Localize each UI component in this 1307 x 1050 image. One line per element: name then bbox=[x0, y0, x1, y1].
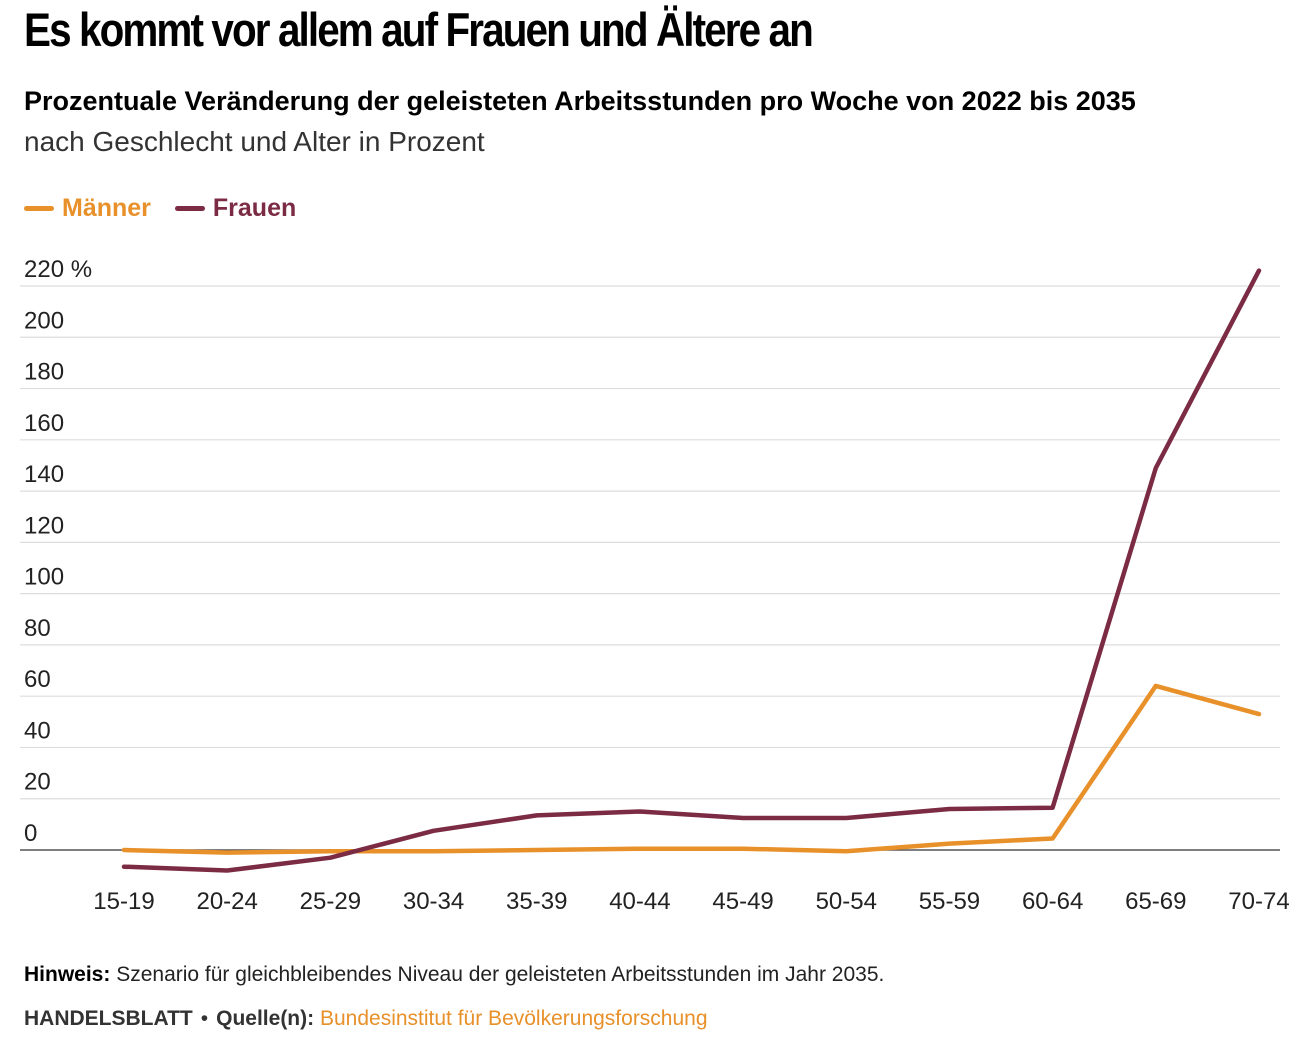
y-tick-label-40: 40 bbox=[24, 717, 51, 744]
series-line-frauen bbox=[121, 268, 1262, 873]
x-tick-label-70-74: 70-74 bbox=[1228, 888, 1289, 915]
y-tick-label-180: 180 bbox=[24, 359, 64, 386]
y-tick-label-200: 200 bbox=[24, 307, 64, 334]
source-link[interactable]: Bundesinstitut für Bevölkerungsforschung bbox=[319, 1007, 708, 1030]
x-tick-label-45-49: 45-49 bbox=[712, 888, 773, 915]
legend-item-maenner[interactable]: Männer bbox=[24, 194, 151, 223]
x-tick-label-30-34: 30-34 bbox=[403, 888, 464, 915]
y-tick-label-100: 100 bbox=[24, 564, 64, 591]
chart-subtitle: Prozentuale Veränderung der geleisteten … bbox=[24, 86, 1136, 116]
source-label: Quelle(n): bbox=[216, 1007, 315, 1030]
y-tick-label-0: 0 bbox=[24, 820, 37, 847]
x-tick-label-15-19: 15-19 bbox=[93, 888, 154, 915]
note: Hinweis: Szenario für gleichbleibendes N… bbox=[24, 963, 884, 987]
footer-separator: • bbox=[200, 1007, 209, 1030]
y-tick-label-20: 20 bbox=[24, 769, 51, 796]
x-tick-label-65-69: 65-69 bbox=[1125, 888, 1186, 915]
legend-swatch-frauen bbox=[174, 205, 205, 211]
legend-label-frauen: Frauen bbox=[212, 193, 297, 222]
legend-label-maenner: Männer bbox=[62, 193, 151, 222]
x-tick-label-35-39: 35-39 bbox=[506, 888, 567, 915]
series-line-maenner bbox=[121, 683, 1262, 855]
chart-title: Es kommt vor allem auf Frauen und Ältere… bbox=[24, 3, 814, 56]
publisher-brand: HANDELSBLATT bbox=[24, 1007, 193, 1030]
legend-swatch-maenner bbox=[24, 205, 54, 211]
x-tick-label-20-24: 20-24 bbox=[196, 888, 257, 915]
x-tick-label-50-54: 50-54 bbox=[816, 888, 877, 915]
legend: Männer Frauen bbox=[24, 192, 320, 224]
y-tick-label-220: 220 % bbox=[24, 256, 92, 283]
y-tick-label-160: 160 bbox=[24, 410, 64, 437]
y-tick-label-80: 80 bbox=[24, 615, 51, 642]
chart-subtitle-unit: nach Geschlecht und Alter in Prozent bbox=[24, 126, 485, 157]
y-tick-label-140: 140 bbox=[24, 461, 64, 488]
x-tick-label-55-59: 55-59 bbox=[919, 888, 980, 915]
x-tick-label-25-29: 25-29 bbox=[300, 888, 361, 915]
y-tick-label-60: 60 bbox=[24, 666, 51, 693]
y-tick-label-120: 120 bbox=[24, 512, 64, 539]
footer: HANDELSBLATT • Quelle(n): Bundesinstitut f… bbox=[24, 1007, 708, 1031]
legend-item-frauen[interactable]: Frauen bbox=[174, 193, 297, 223]
line-chart: 0 20 40 60 80 100 120 140 160 180 200 220 % 15-19 20-… bbox=[20, 256, 1290, 915]
x-tick-label-60-64: 60-64 bbox=[1022, 888, 1083, 915]
x-tick-label-40-44: 40-44 bbox=[609, 888, 670, 915]
note-text: Szenario für gleichbleibendes Niveau der… bbox=[116, 963, 885, 986]
note-label: Hinweis: bbox=[24, 963, 111, 986]
